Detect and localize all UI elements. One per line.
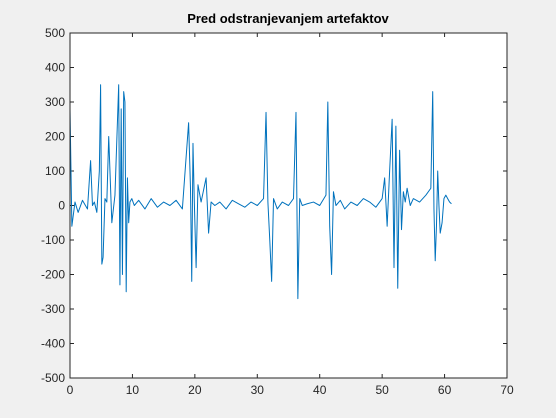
x-tick-label: 60	[438, 383, 452, 397]
x-tick-label: 50	[375, 383, 389, 397]
chart-title: Pred odstranjevanjem artefaktov	[187, 11, 389, 26]
y-tick-label: 400	[45, 61, 65, 75]
y-tick-label: 200	[45, 130, 65, 144]
y-tick-label: -100	[41, 233, 65, 247]
y-tick-label: 100	[45, 164, 65, 178]
y-tick-label: 500	[45, 26, 65, 40]
y-tick-label: -500	[41, 371, 65, 385]
x-tick-label: 10	[126, 383, 140, 397]
y-tick-label: -300	[41, 302, 65, 316]
y-tick-label: 300	[45, 95, 65, 109]
y-tick-label: -400	[41, 337, 65, 351]
x-tick-label: 70	[500, 383, 514, 397]
x-tick-label: 40	[313, 383, 327, 397]
x-tick-label: 0	[67, 383, 74, 397]
y-tick-label: 0	[58, 199, 65, 213]
x-tick-label: 20	[188, 383, 202, 397]
x-tick-label: 30	[251, 383, 265, 397]
y-tick-label: -200	[41, 268, 65, 282]
